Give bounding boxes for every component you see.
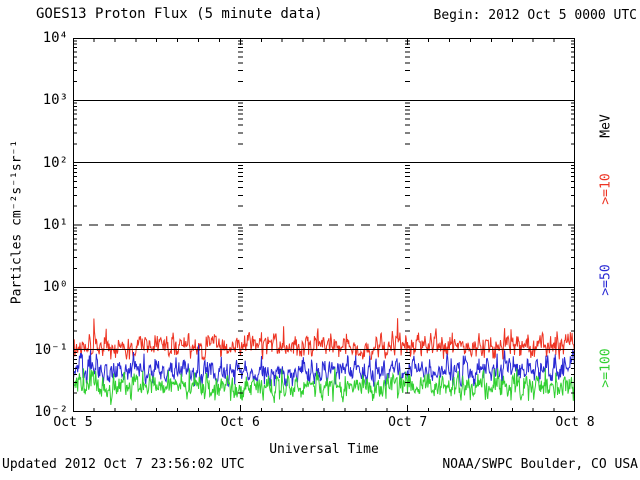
y-tick-label: 10¹ xyxy=(42,217,68,233)
chart-title: GOES13 Proton Flux (5 minute data) xyxy=(36,6,323,22)
flux-trace-gege50 xyxy=(73,344,575,388)
x-tick-label: Oct 8 xyxy=(555,415,595,430)
updated-label: Updated 2012 Oct 7 23:56:02 UTC xyxy=(2,457,245,472)
y-tick-label: 10² xyxy=(42,154,68,171)
right-axis-unit-label: MeV xyxy=(598,114,614,138)
x-tick-label: Oct 6 xyxy=(220,415,260,430)
source-label: NOAA/SWPC Boulder, CO USA xyxy=(442,457,638,472)
x-tick-label: Oct 7 xyxy=(388,415,428,430)
y-tick-label: 10³ xyxy=(42,92,68,109)
y-tick-label: 10⁴ xyxy=(42,30,68,46)
series-label: >=50 xyxy=(598,264,614,296)
series-label: >=100 xyxy=(598,348,614,388)
begin-label: Begin: 2012 Oct 5 0000 UTC xyxy=(433,8,638,23)
flux-trace-gege10 xyxy=(73,318,575,361)
plot-frame xyxy=(73,38,575,412)
y-tick-label: 10⁰ xyxy=(42,279,68,296)
flux-trace-gege100 xyxy=(73,368,575,405)
series-label: >=10 xyxy=(598,173,614,205)
x-tick-label: Oct 5 xyxy=(53,415,93,430)
y-tick-label: 10⁻¹ xyxy=(34,341,68,358)
x-axis-label: Universal Time xyxy=(269,442,379,457)
proton-flux-plot xyxy=(73,38,575,412)
y-tick-label: 10⁻² xyxy=(34,404,68,420)
